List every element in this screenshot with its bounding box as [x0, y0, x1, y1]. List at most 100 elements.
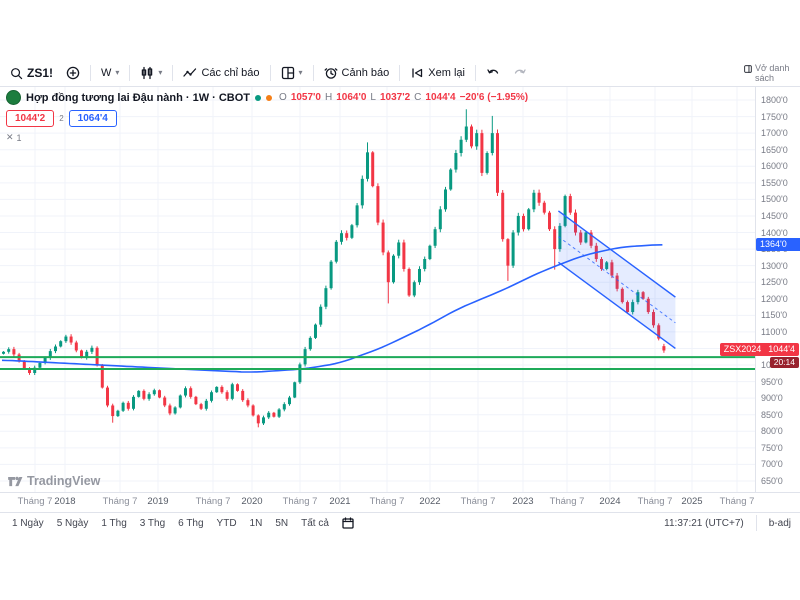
chart-canvas[interactable] — [0, 87, 755, 492]
bottom-toolbar: 1 Ngày 5 Ngày 1 Thg 3 Thg 6 Thg YTD 1N 5N Tất cả… — [0, 512, 800, 533]
low-value: 1037'2 — [379, 92, 411, 103]
chart-style-button[interactable]: ▾ — [134, 63, 168, 83]
time-axis[interactable]: Tháng 7 2018 Tháng 7 2019 Tháng 7 2020 Tháng 7… — [0, 492, 800, 512]
price-tick-label: 1300'0 — [761, 260, 788, 271]
tradingview-logo-text: TradingView — [27, 474, 101, 488]
chevron-down-icon: ▾ — [298, 68, 303, 77]
adjust-toggle[interactable]: b-adj — [766, 516, 794, 531]
undo-button[interactable] — [480, 64, 506, 82]
range-button-6[interactable]: 1N — [244, 516, 269, 531]
time-tick-label: Tháng 7 — [369, 496, 405, 507]
price-tick-label: 1400'0 — [761, 227, 788, 238]
range-button-1[interactable]: 5 Ngày — [51, 516, 95, 531]
time-tick-label: 2023 — [512, 496, 534, 507]
tradingview-logo[interactable]: TradingView — [7, 473, 100, 489]
close-icon: ✕ — [6, 132, 14, 142]
time-tick-label: Tháng 7 — [719, 496, 755, 507]
toolbar-divider — [399, 65, 401, 81]
timeframe-label: W — [101, 67, 112, 79]
go-to-date-button[interactable] — [336, 514, 360, 532]
tradingview-app: ZS1! W ▾ ▾ — [0, 60, 800, 533]
go-to-date-icon — [342, 517, 354, 529]
toolbar-right: Vở danh sách — [742, 62, 796, 85]
close-label: C — [414, 92, 422, 103]
last-price-value: 1044'4 — [768, 344, 795, 355]
alarm-icon — [324, 68, 337, 79]
price-tick-label: 1800'0 — [761, 95, 788, 105]
market-status-icon — [255, 94, 262, 101]
layout-button[interactable]: ▾ — [275, 63, 309, 83]
time-tick-label: 2018 — [54, 496, 76, 507]
legend-symbol-title[interactable]: Hợp đồng tương lai Đậu nành · 1W · CBOT — [26, 91, 251, 104]
symbol-search-button[interactable]: ZS1! — [4, 63, 59, 83]
price-tick-label: 750'0 — [761, 442, 783, 453]
price-tick-label: 800'0 — [761, 426, 783, 437]
redo-button[interactable] — [507, 64, 533, 82]
price-tick-label: 1500'0 — [761, 194, 788, 205]
time-tick-label: Tháng 7 — [282, 496, 318, 507]
time-tick-label: 2024 — [599, 496, 621, 507]
chart-pane[interactable]: Hợp đồng tương lai Đậu nành · 1W · CBOT … — [0, 87, 755, 492]
high-label: H — [325, 92, 333, 103]
toolbar-divider — [474, 65, 476, 81]
replay-icon — [412, 68, 423, 78]
chart-main: Hợp đồng tương lai Đậu nành · 1W · CBOT … — [0, 87, 800, 492]
price-tick-label: 1750'0 — [761, 111, 788, 122]
replay-button[interactable]: Xem lại — [404, 63, 471, 83]
sell-button[interactable]: 1044'2 — [6, 110, 55, 127]
alert-button[interactable]: Cảnh báo — [318, 63, 396, 83]
bar-countdown-tag: 20:14 — [769, 357, 799, 369]
range-button-4[interactable]: 6 Thg — [172, 516, 209, 531]
clock-button[interactable]: 11:37:21 (UTC+7) — [661, 516, 747, 531]
price-tick-label: 650'0 — [761, 476, 783, 486]
toolbar-divider — [755, 515, 757, 531]
redo-icon — [514, 69, 526, 74]
data-status-icon — [266, 94, 273, 101]
price-tick-label: 850'0 — [761, 409, 783, 420]
timeframe-button[interactable]: W ▾ — [95, 64, 125, 82]
time-tick-label: Tháng 7 — [102, 496, 138, 507]
range-button-7[interactable]: 5N — [269, 516, 294, 531]
range-button-2[interactable]: 1 Thg — [95, 516, 132, 531]
price-tick-label: 1450'0 — [761, 210, 788, 221]
price-tick-label: 1550'0 — [761, 177, 788, 188]
object-count-value: 1 — [16, 132, 22, 143]
ma-price-value: 1364'0 — [760, 239, 787, 250]
time-tick-label: 2021 — [329, 496, 351, 507]
object-count-badge[interactable]: ✕ 1 — [6, 132, 528, 143]
time-tick-label: 2025 — [681, 496, 703, 507]
search-icon — [11, 67, 23, 79]
contract-label: ZSX2024 — [723, 344, 762, 355]
time-tick-label: 2022 — [419, 496, 441, 507]
price-axis[interactable]: 1800'0 1750'0 1700'0 1650'0 1600'0 1550'0 1500… — [755, 87, 800, 492]
open-label: O — [279, 92, 287, 103]
range-buttons: 1 Ngày 5 Ngày 1 Thg 3 Thg 6 Thg YTD 1N 5N Tất cả — [6, 516, 335, 531]
time-tick-label: Tháng 7 — [17, 496, 53, 507]
price-tick-label: 1250'0 — [761, 277, 788, 288]
toolbar-divider — [129, 65, 131, 81]
watchlist-panel-icon — [744, 64, 752, 73]
price-tick-label: 900'0 — [761, 393, 783, 404]
watchlist-panel-toggle[interactable]: Vở danh sách — [742, 62, 794, 85]
time-tick-label: Tháng 7 — [549, 496, 585, 507]
price-tick-label: 1150'0 — [761, 310, 788, 321]
spread-value: 2 — [59, 114, 64, 123]
ma-price-tag: 1364'0 — [756, 238, 800, 252]
candles-icon — [142, 66, 153, 80]
range-button-5[interactable]: YTD — [211, 516, 243, 531]
range-button-3[interactable]: 3 Thg — [134, 516, 171, 531]
chart-legend: Hợp đồng tương lai Đậu nành · 1W · CBOT … — [6, 90, 528, 143]
chevron-down-icon: ▾ — [158, 68, 163, 77]
add-symbol-icon — [66, 66, 80, 80]
last-price-tag: ZSX2024 1044'4 — [719, 343, 799, 357]
range-button-8[interactable]: Tất cả — [295, 516, 335, 531]
range-button-0[interactable]: 1 Ngày — [6, 516, 50, 531]
price-tick-label: 1650'0 — [761, 144, 788, 155]
high-value: 1064'0 — [336, 92, 367, 103]
indicators-button[interactable]: Các chỉ báo — [177, 63, 265, 83]
chevron-down-icon: ▾ — [115, 68, 120, 77]
compare-add-symbol-button[interactable] — [60, 63, 86, 83]
buy-button[interactable]: 1064'4 — [68, 110, 117, 127]
time-tick-label: Tháng 7 — [460, 496, 496, 507]
